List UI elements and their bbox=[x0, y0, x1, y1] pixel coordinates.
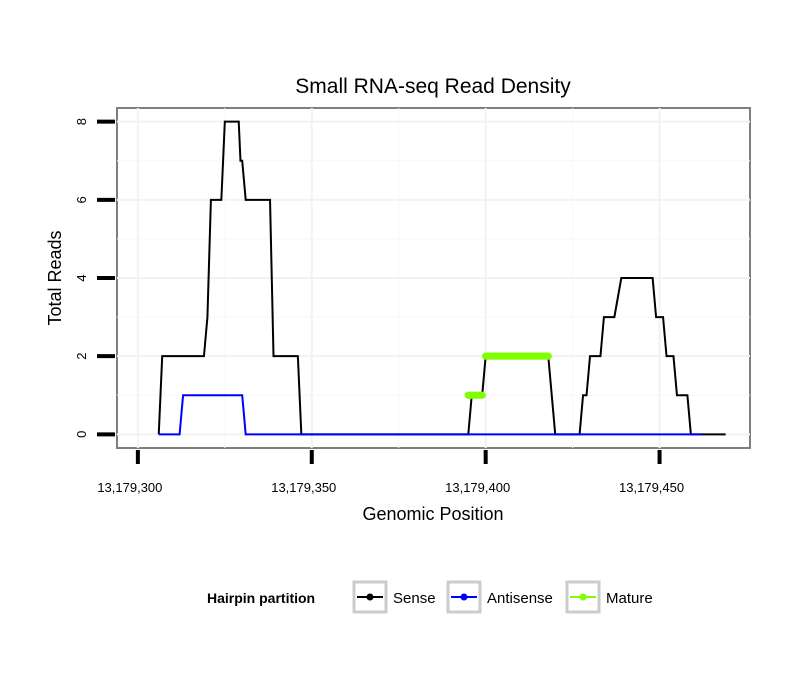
series-mature-segment bbox=[482, 352, 552, 360]
chart-title: Small RNA-seq Read Density bbox=[295, 75, 571, 98]
legend-item-sense: Sense bbox=[352, 580, 436, 614]
legend-item-antisense: Antisense bbox=[446, 580, 553, 614]
grid-minor bbox=[117, 108, 750, 448]
x-tick-label: 13,179,450 bbox=[619, 480, 684, 495]
y-axis-label: Total Reads bbox=[45, 230, 65, 325]
legend-label-sense: Sense bbox=[393, 590, 436, 607]
x-axis-label: Genomic Position bbox=[362, 504, 503, 524]
y-tick-label: 2 bbox=[74, 353, 89, 360]
y-tick-label: 0 bbox=[74, 431, 89, 438]
legend-point-mature bbox=[579, 593, 587, 601]
series-line-antisense bbox=[158, 394, 702, 436]
y-tick-label: 4 bbox=[74, 274, 89, 281]
series-layer bbox=[157, 120, 726, 436]
legend-label-antisense: Antisense bbox=[487, 590, 553, 607]
legend: Hairpin partition Sense Antisense Mature bbox=[207, 580, 653, 614]
x-tick-label: 13,179,400 bbox=[445, 480, 510, 495]
legend-item-mature: Mature bbox=[565, 580, 653, 614]
series-point-mature bbox=[544, 352, 552, 360]
series-mature-segment bbox=[464, 391, 486, 399]
x-axis: 13,179,300 13,179,350 13,179,400 13,179,450 bbox=[97, 450, 684, 495]
legend-point-sense bbox=[366, 593, 374, 601]
x-tick-label: 13,179,350 bbox=[271, 480, 336, 495]
legend-point-antisense bbox=[460, 593, 468, 601]
legend-title: Hairpin partition bbox=[207, 590, 315, 606]
series-point-mature bbox=[478, 391, 486, 399]
y-tick-label: 6 bbox=[74, 196, 89, 203]
x-tick-label: 13,179,300 bbox=[97, 480, 162, 495]
y-axis: 0 2 4 6 8 bbox=[74, 118, 115, 438]
legend-label-mature: Mature bbox=[606, 590, 653, 607]
y-tick-label: 8 bbox=[74, 118, 89, 125]
